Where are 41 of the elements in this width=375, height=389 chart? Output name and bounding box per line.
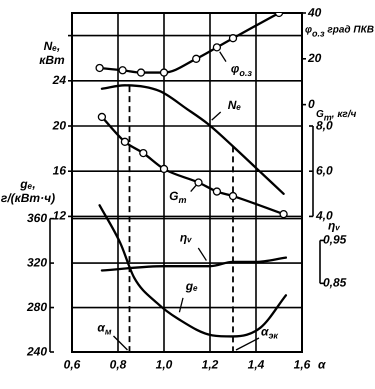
x-tick-label: 1,4 (248, 357, 265, 372)
point (212, 43, 222, 52)
point (228, 34, 238, 42)
point (194, 178, 203, 187)
point (192, 54, 200, 63)
y2-axis-title: gₑ, г/(кВт·ч) (0, 176, 56, 205)
y3-tick-label: 40 (307, 5, 322, 20)
y-tick-label: 20 (52, 118, 66, 132)
point (160, 164, 168, 174)
x-tick-label: 1,2 (202, 357, 219, 372)
y2-tick-label: 280 (26, 300, 48, 314)
y2-tick-label: 320 (26, 255, 48, 270)
x-tick-label: 1,0 (156, 357, 173, 372)
x-axis-title: α (318, 357, 326, 372)
point (98, 112, 106, 122)
y-tick-label: 0,95 (323, 232, 347, 247)
y-tick-label: 0,85 (323, 276, 347, 290)
y-tick-label: 24 (52, 73, 66, 88)
y-tick-label: 6,0 (316, 164, 334, 178)
y3-tick-label: 0 (308, 96, 315, 111)
point (118, 66, 127, 74)
point (120, 138, 130, 146)
y-axis-title: Nₑ, кВт (39, 39, 66, 68)
text: gₑ (184, 278, 198, 293)
x-tick-label: 1,6 (294, 357, 311, 372)
point (228, 192, 238, 200)
y2-tick-label: 360 (26, 210, 48, 225)
y-tick-label: 12 (52, 208, 66, 223)
point (136, 68, 146, 77)
point (95, 64, 104, 72)
series-label: ηᵥ (180, 230, 192, 244)
point (279, 210, 288, 218)
point (139, 148, 148, 158)
point (212, 187, 222, 196)
x-tick-label: 0,8 (110, 357, 127, 372)
y2-tick-label: 240 (26, 344, 48, 358)
y-tick-label: 16 (52, 164, 66, 178)
y3-tick-label: 20 (307, 51, 322, 66)
series-label: Nₑ (228, 98, 242, 112)
point (160, 68, 168, 77)
x-tick-label: 0,6 (64, 357, 81, 372)
